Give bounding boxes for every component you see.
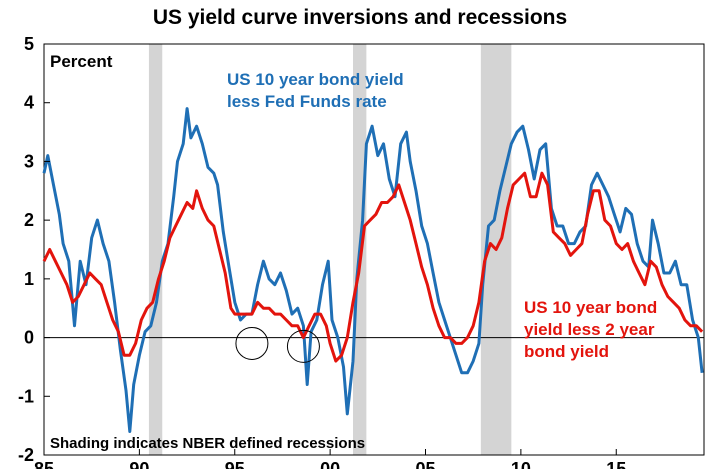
x-tick-label: 85 (34, 459, 54, 469)
chart-title: US yield curve inversions and recessions (152, 6, 568, 29)
series-annotation-1-line-1: yield less 2 year (524, 320, 655, 339)
series-lines (42, 107, 704, 433)
y-tick-label: 0 (24, 328, 34, 348)
highlight-circle-0 (235, 326, 269, 360)
x-tick-label: 00 (320, 459, 340, 469)
x-tick-label: 15 (606, 459, 626, 469)
y-axis-label: Percent (50, 52, 113, 71)
x-axis: 85 90 95 00 05 10 15 (34, 449, 626, 469)
highlight-circle-1 (286, 329, 320, 363)
y-tick-label: 2 (24, 210, 34, 230)
y-tick-label: 5 (24, 34, 34, 54)
recession-note: Shading indicates NBER defined recession… (50, 435, 365, 452)
series-line-0 (42, 107, 704, 433)
y-tick-label: 4 (24, 93, 34, 113)
recession-band-0 (148, 44, 163, 455)
series-annotation-1-line-2: bond yield (524, 342, 609, 361)
series-annotation-0-line-1: less Fed Funds rate (227, 92, 387, 111)
y-tick-label: 3 (24, 151, 34, 171)
y-tick-label: 1 (24, 269, 34, 289)
series-annotation-1-line-0: US 10 year bond (524, 298, 657, 317)
x-tick-label: 10 (511, 459, 531, 469)
y-tick-label: -2 (18, 445, 34, 465)
y-axis: 5 4 3 2 1 0 -1 -2 (18, 34, 50, 465)
x-tick-label: 90 (129, 459, 149, 469)
highlight-circles (235, 326, 320, 363)
series-line-1 (42, 171, 704, 363)
series-annotation-0-line-0: US 10 year bond yield (227, 70, 404, 89)
x-tick-label: 95 (225, 459, 245, 469)
plot-frame (43, 43, 705, 456)
x-tick-label: 05 (415, 459, 435, 469)
series-annotations: US 10 year bond yield less Fed Funds rate… (227, 70, 657, 361)
y-tick-label: -1 (18, 386, 34, 406)
